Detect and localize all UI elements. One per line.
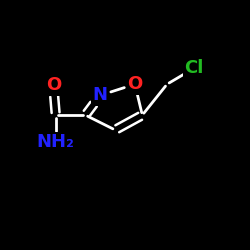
Text: NH₂: NH₂ — [37, 133, 75, 151]
Text: N: N — [93, 86, 108, 104]
Text: Cl: Cl — [184, 59, 204, 77]
Text: O: O — [46, 76, 61, 94]
Text: O: O — [127, 75, 142, 93]
